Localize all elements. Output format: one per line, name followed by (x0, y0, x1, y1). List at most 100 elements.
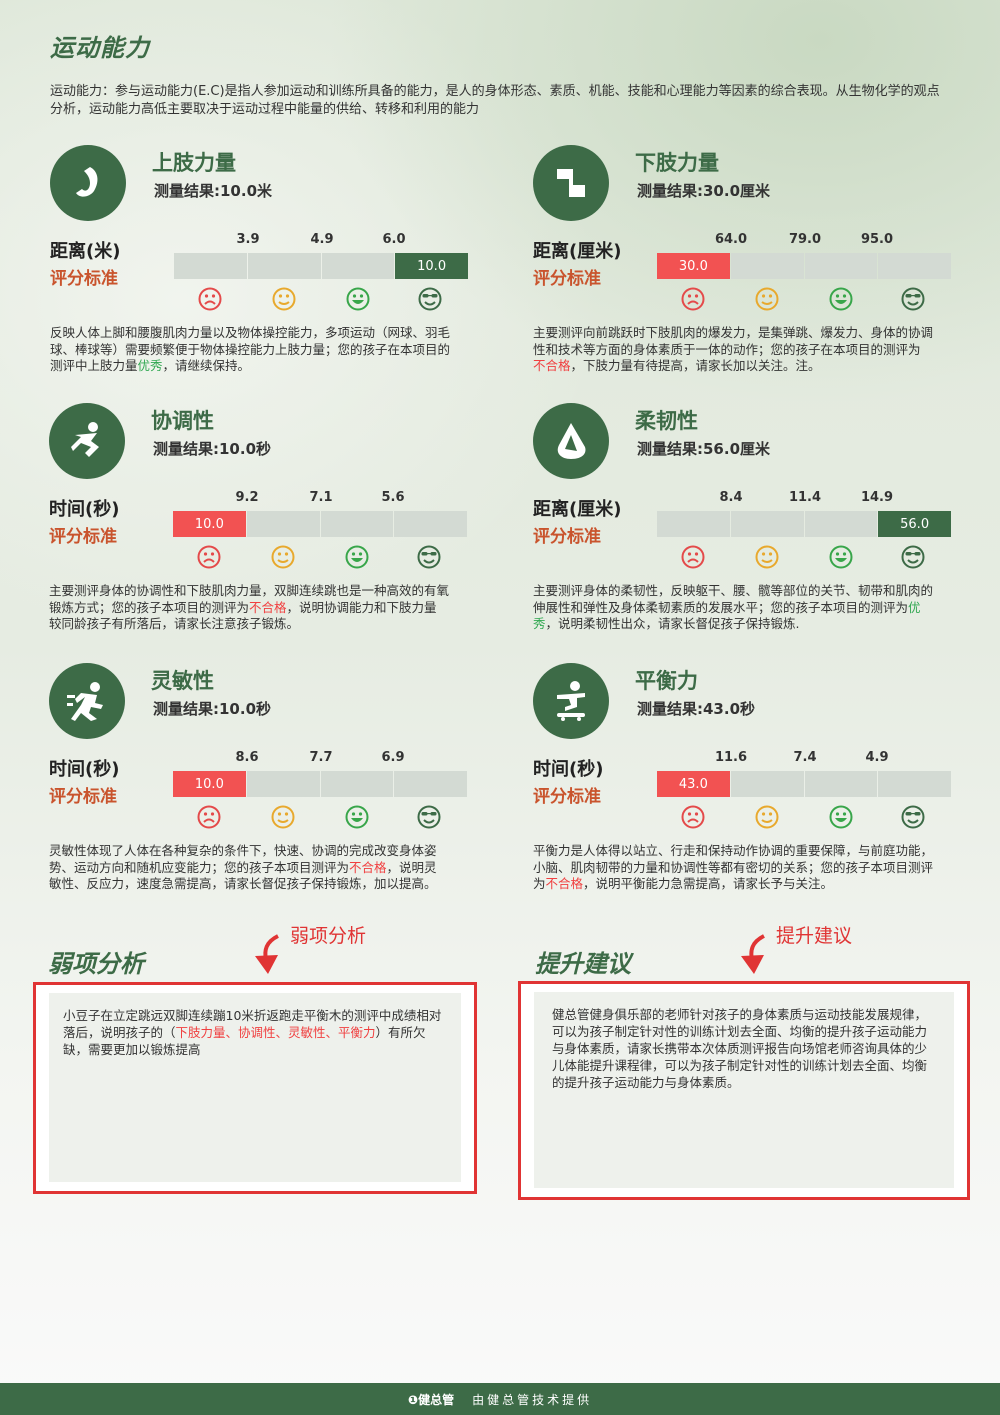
card-title: 上肢力量 (152, 151, 236, 175)
threshold-tick: 5.6 (381, 490, 405, 505)
verdict-text: 优秀 (533, 599, 921, 632)
sad-face-icon (681, 805, 705, 829)
score-segment (730, 253, 804, 279)
score-value: 10.0 (395, 253, 468, 279)
threshold-tick: 3.9 (236, 232, 260, 247)
weak-highlight: 下肢力量、协调性、灵敏性、平衡力 (175, 1025, 376, 1040)
score-bar: 30.0 (657, 253, 951, 279)
verdict-text: 不合格 (545, 876, 584, 891)
sad-face-icon (197, 545, 221, 569)
agility-icon (49, 663, 125, 739)
rating-label: 评分标准 (49, 787, 117, 807)
description-text: ，说明协调能力和下肢力量较同龄孩子有所落后，请家长注意孩子锻炼。 (49, 599, 437, 632)
flexibility-icon (533, 403, 609, 479)
verdict-text: 优秀 (137, 358, 163, 373)
neutral-face-icon (755, 545, 779, 569)
threshold-tick: 79.0 (788, 232, 822, 247)
description-text: 主要测评身体的柔韧性，反映躯干、腰、髋等部位的关节、韧带和肌肉的伸展性和弹性及身… (533, 583, 934, 615)
balance-icon (533, 663, 609, 739)
cool-face-icon (417, 805, 441, 829)
score-segment (321, 253, 395, 279)
card-description: 反映人体上脚和腰腹肌肉力量以及物体操控能力，多项运动（网球、羽毛球、棒球等）需要… (50, 325, 450, 375)
weak-analysis-callout: 弱项分析 (290, 925, 367, 947)
footer-text: 由健总管技术提供 (472, 1392, 593, 1407)
page-title: 运动能力 (50, 34, 150, 62)
sad-face-icon (197, 805, 221, 829)
threshold-tick: 7.4 (793, 750, 817, 765)
card-description: 平衡力是人体得以站立、行走和保持动作协调的重要保障，与前庭功能，小脑、肌肉韧带的… (533, 843, 933, 893)
happy-face-icon (829, 805, 853, 829)
arm-strength-icon (50, 145, 126, 221)
card-title: 灵敏性 (151, 669, 214, 693)
threshold-tick: 4.9 (865, 750, 889, 765)
threshold-tick: 8.4 (719, 490, 743, 505)
fitness-card: 平衡力 测量结果:43.0秒 时间(秒) 评分标准 11.6 7.4 4.9 4… (533, 663, 963, 903)
card-title: 协调性 (151, 409, 214, 433)
weak-text: ）有所欠缺，需要更加以锻炼提高 (63, 1025, 426, 1057)
threshold-tick: 64.0 (714, 232, 748, 247)
card-description: 主要测评身体的柔韧性，反映躯干、腰、髋等部位的关节、韧带和肌肉的伸展性和弹性及身… (533, 583, 933, 633)
weak-text: 小豆子在立定跳远双脚连续蹦10米折返跑走平衡木的测评中成绩相对落后，说明孩子的（ (63, 1008, 442, 1040)
description-text: 主要测评向前跳跃时下肢肌肉的爆发力，是集弹跳、爆发力、身体的协调性和技术等方面的… (533, 325, 934, 357)
measurement-result: 测量结果:43.0秒 (637, 700, 756, 718)
fitness-card: 柔韧性 测量结果:56.0厘米 距离(厘米) 评分标准 8.4 11.4 14.… (533, 403, 963, 643)
description-text: 灵敏性体现了人体在各种复杂的条件下，快速、协调的完成改变身体姿势、运动方向和随机… (49, 843, 437, 875)
description-text: ，说明平衡能力急需提高，请家长予与关注。 (583, 876, 834, 891)
score-segment (657, 511, 730, 537)
score-segment (247, 253, 321, 279)
footer-logo: ❶健总管 (407, 1392, 455, 1407)
score-bar: 56.0 (657, 511, 951, 537)
unit-label: 时间(秒) (49, 759, 120, 780)
score-segment (394, 771, 467, 797)
neutral-face-icon (755, 805, 779, 829)
happy-face-icon (829, 287, 853, 311)
description-text: ，说明灵敏性、反应力，速度急需提高，请家长督促孩子保持锻炼，加以提高。 (49, 859, 437, 892)
neutral-face-icon (272, 287, 296, 311)
footer: ❶健总管 由健总管技术提供 (0, 1383, 1000, 1415)
sad-face-icon (198, 287, 222, 311)
cool-face-icon (418, 287, 442, 311)
score-bar: 10.0 (173, 771, 467, 797)
threshold-tick: 95.0 (860, 232, 894, 247)
score-value: 10.0 (173, 771, 246, 797)
card-description: 主要测评向前跳跃时下肢肌肉的爆发力，是集弹跳、爆发力、身体的协调性和技术等方面的… (533, 325, 933, 375)
leg-strength-icon (533, 145, 609, 221)
weak-analysis-heading: 弱项分析 (48, 950, 144, 978)
happy-face-icon (346, 287, 370, 311)
score-segment (804, 253, 878, 279)
rating-label: 评分标准 (533, 787, 601, 807)
measurement-result: 测量结果:10.0秒 (153, 700, 272, 718)
score-segment (804, 511, 878, 537)
measurement-result: 测量结果:10.0米 (154, 182, 273, 200)
threshold-tick: 9.2 (235, 490, 259, 505)
threshold-tick: 8.6 (235, 750, 259, 765)
measurement-result: 测量结果:56.0厘米 (637, 440, 771, 458)
score-value: 30.0 (657, 253, 730, 279)
description-text: ，请继续保持。 (162, 358, 251, 373)
score-value: 10.0 (173, 511, 246, 537)
neutral-face-icon (271, 545, 295, 569)
score-segment (320, 771, 394, 797)
unit-label: 时间(秒) (533, 759, 604, 780)
measurement-result: 测量结果:30.0厘米 (637, 182, 771, 200)
arrow-down-icon (255, 934, 279, 974)
score-bar: 10.0 (173, 511, 467, 537)
fitness-card: 下肢力量 测量结果:30.0厘米 距离(厘米) 评分标准 64.0 79.0 9… (533, 145, 963, 385)
description-text: 反映人体上脚和腰腹肌肉力量以及物体操控能力，多项运动（网球、羽毛球、棒球等）需要… (50, 325, 451, 373)
card-title: 柔韧性 (635, 409, 698, 433)
intro-text: 运动能力：参与运动能力(E.C)是指人参加运动和训练所具备的能力，是人的身体形态… (50, 84, 940, 117)
score-segment (878, 771, 951, 797)
advice-box: 健总管健身俱乐部的老师针对孩子的身体素质与运动技能发展规律，可以为孩子制定针对性… (518, 981, 970, 1200)
cool-face-icon (901, 545, 925, 569)
happy-face-icon (829, 545, 853, 569)
threshold-tick: 7.1 (309, 490, 333, 505)
score-value: 56.0 (878, 511, 951, 537)
score-segment (174, 253, 247, 279)
cool-face-icon (417, 545, 441, 569)
description-text: 平衡力是人体得以站立、行走和保持动作协调的重要保障，与前庭功能，小脑、肌肉韧带的… (533, 843, 934, 891)
neutral-face-icon (755, 287, 779, 311)
threshold-tick: 4.9 (310, 232, 334, 247)
score-segment (730, 771, 804, 797)
score-segment (246, 511, 320, 537)
coordination-icon (49, 403, 125, 479)
